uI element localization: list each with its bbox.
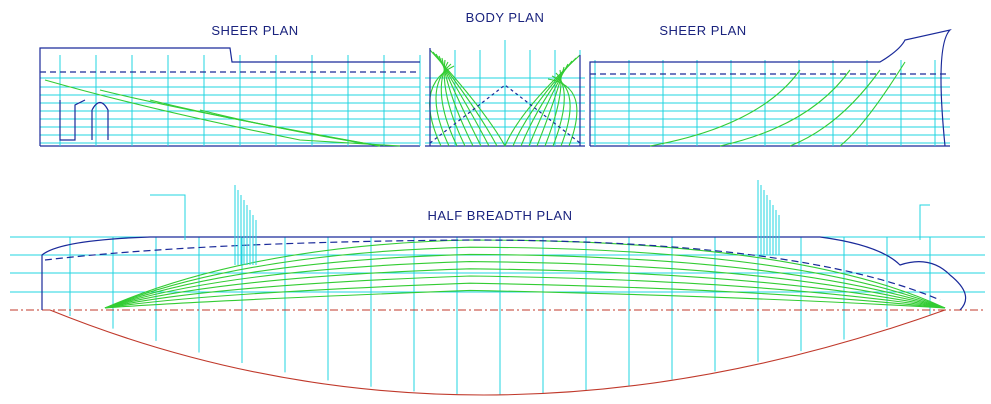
section (441, 57, 474, 147)
buttock (199, 109, 381, 147)
profile-curve (49, 309, 946, 396)
buttock (149, 99, 381, 147)
section (551, 75, 571, 147)
dashed-outline (44, 239, 941, 301)
waterline-curve (104, 268, 946, 309)
section (536, 66, 565, 147)
buttock (649, 69, 801, 147)
buttock (839, 61, 906, 147)
body-outline (429, 48, 581, 146)
waterline-curve (104, 261, 946, 309)
diagonal (429, 84, 581, 144)
leader (150, 194, 186, 240)
section (443, 59, 466, 147)
body-plan-title: BODY PLAN (466, 10, 545, 25)
section (544, 69, 562, 147)
waterline-curve (104, 282, 946, 309)
waterline-curve (104, 275, 946, 309)
buttock (719, 69, 851, 147)
deck-outline (41, 236, 967, 311)
drawing-lines (10, 28, 985, 396)
buttock (789, 69, 881, 147)
section (552, 72, 565, 147)
section (547, 78, 578, 147)
waterline-curve (104, 253, 946, 309)
sheer-plan-title: SHEER PLAN (211, 23, 298, 38)
section (435, 63, 452, 147)
section (440, 61, 458, 147)
half-breadth-title: HALF BREADTH PLAN (427, 208, 572, 223)
leader (919, 204, 930, 240)
section (512, 57, 577, 147)
deck-line (39, 47, 420, 146)
waterline-curve (104, 289, 946, 309)
buttock (44, 79, 401, 147)
section (528, 63, 569, 147)
sheer-plan-title: SHEER PLAN (659, 23, 746, 38)
waterline-curve (104, 246, 946, 309)
rudder (59, 99, 109, 141)
deck-line (589, 28, 952, 147)
waterline-curve (104, 239, 946, 309)
